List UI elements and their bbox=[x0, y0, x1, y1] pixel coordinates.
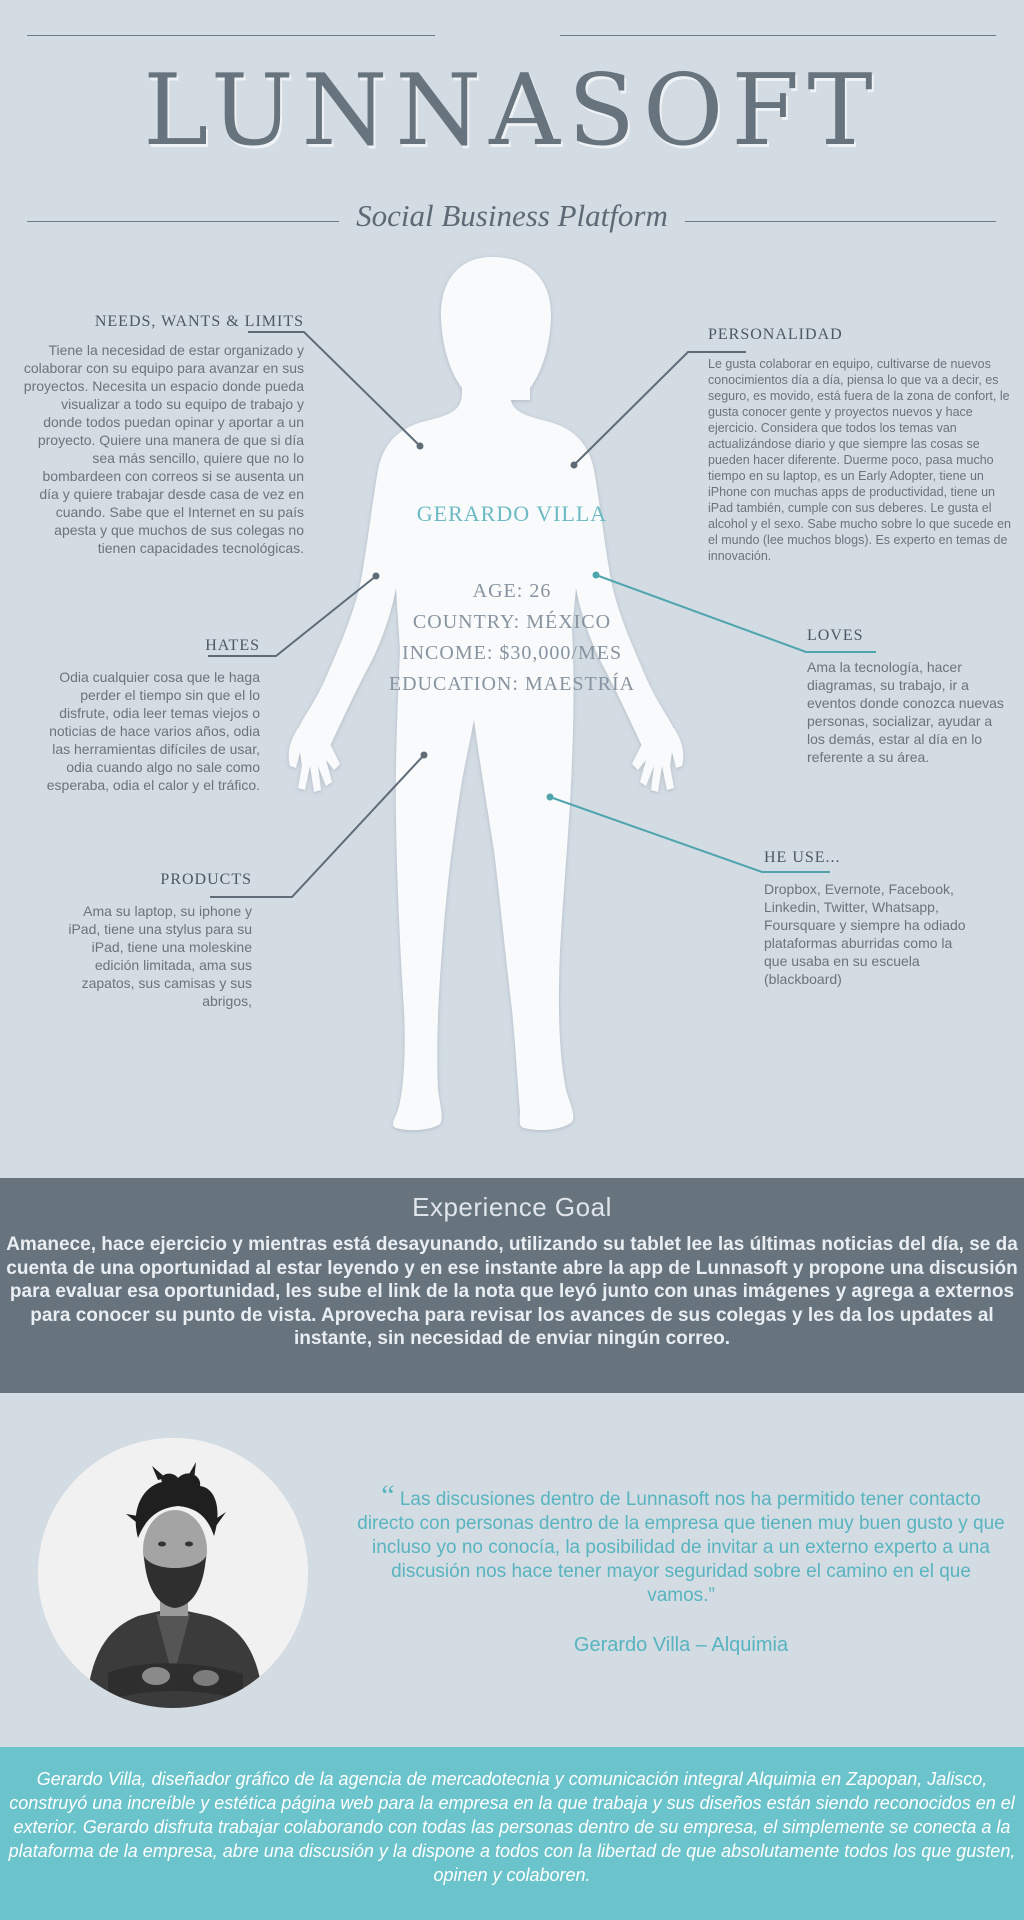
tagline-rule-right bbox=[685, 221, 996, 222]
hates-leader-line bbox=[208, 575, 377, 657]
loves-text: Ama la tecnología, hacer diagramas, su t… bbox=[807, 659, 1004, 765]
needs-title: NEEDS, WANTS & LIMITS bbox=[94, 313, 304, 330]
uses-leader-line bbox=[549, 796, 830, 873]
persona-country: COUNTRY: MÉXICO bbox=[412, 611, 612, 633]
loves-title: LOVES bbox=[807, 627, 864, 644]
needs-leader-line bbox=[248, 331, 421, 447]
testimonial-quote-text: Las discusiones dentro de Lunnasoft nos … bbox=[357, 1489, 1005, 1606]
products-title: PRODUCTS bbox=[160, 871, 252, 888]
experience-goal-title: Experience Goal bbox=[412, 1192, 612, 1222]
bio-text: Gerardo Villa, diseñador gráfico de la a… bbox=[8, 1769, 1016, 1885]
persona-income: INCOME: $30,000/MES bbox=[401, 642, 623, 664]
uses-text: Dropbox, Evernote, Facebook, Linkedin, T… bbox=[764, 881, 966, 987]
tagline: Social Business Platform bbox=[356, 198, 668, 233]
personalidad-title: PERSONALIDAD bbox=[708, 326, 843, 343]
header-rule-right bbox=[560, 35, 996, 36]
human-silhouette-icon bbox=[208, 257, 876, 1131]
loves-leader-line bbox=[595, 574, 876, 653]
needs-text: Tiene la necesidad de estar organizado y… bbox=[23, 342, 304, 556]
uses-title: HE USE... bbox=[764, 849, 841, 866]
persona-name: GERARDO VILLA bbox=[416, 501, 608, 526]
experience-goal-text: Amanece, hace ejercicio y mientras está … bbox=[6, 1234, 1018, 1349]
brand-title: LUNNASOFT bbox=[143, 54, 881, 168]
products-text: Ama su laptop, su iphone y iPad, tiene u… bbox=[68, 903, 252, 1009]
personalidad-text: Le gusta colaborar en equipo, cultivarse… bbox=[708, 357, 1011, 563]
tagline-rule-left bbox=[27, 221, 339, 222]
personalidad-leader-line bbox=[573, 351, 746, 466]
experience-goal-section: Experience Goal Amanece, hace ejercicio … bbox=[0, 1178, 1024, 1393]
hates-text: Odia cualquier cosa que le haga perder e… bbox=[46, 669, 260, 793]
persona-age: AGE: 26 bbox=[472, 580, 552, 602]
testimonial-author: Gerardo Villa – Alquimia bbox=[573, 1634, 789, 1656]
testimonial-quote: “ Las discusiones dentro de Lunnasoft no… bbox=[356, 1481, 1006, 1608]
persona-education: EDUCATION: MAESTRÍA bbox=[388, 673, 636, 695]
bio-section: Gerardo Villa, diseñador gráfico de la a… bbox=[0, 1747, 1024, 1920]
products-leader-line bbox=[210, 754, 425, 898]
portrait-photo-graphic bbox=[38, 1438, 308, 1708]
header-rule-left bbox=[27, 35, 435, 36]
quote-mark: “ bbox=[381, 1479, 395, 1512]
hates-title: HATES bbox=[205, 637, 260, 654]
portrait-photo bbox=[38, 1438, 308, 1708]
